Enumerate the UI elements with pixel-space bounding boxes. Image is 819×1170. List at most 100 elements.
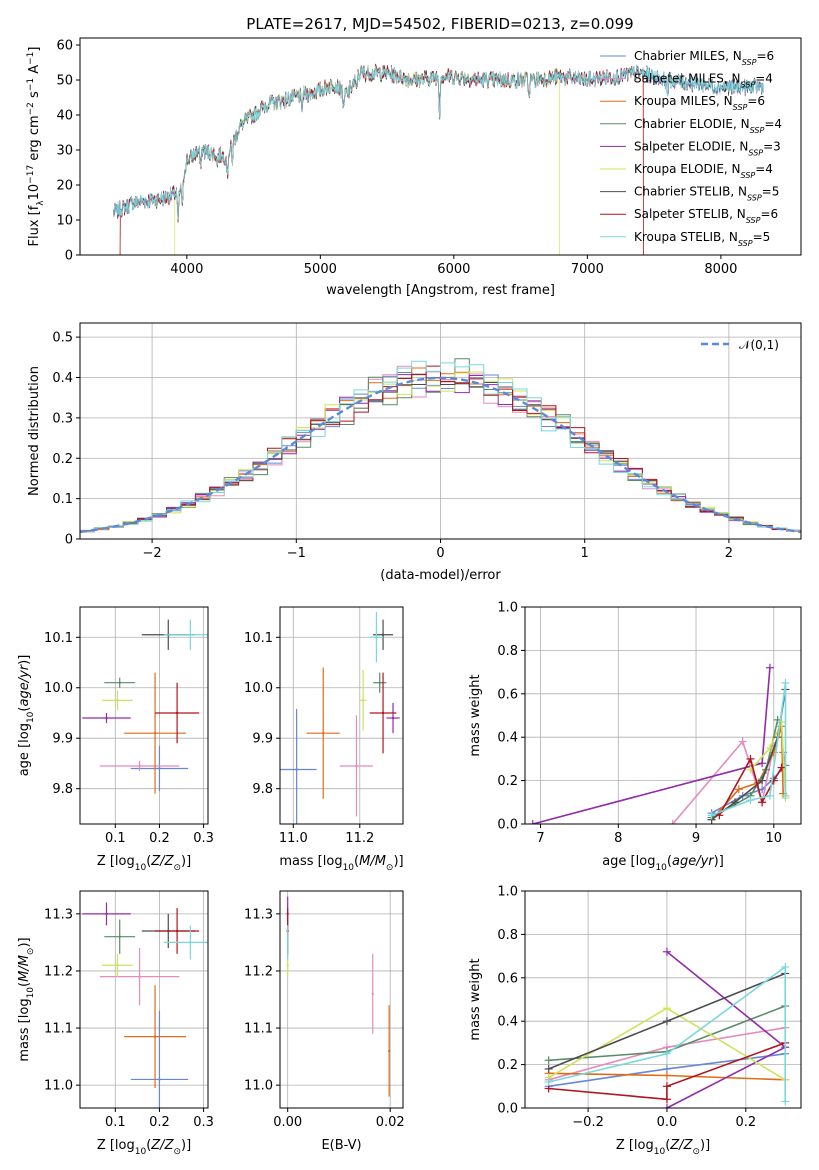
legend-label: Chabrier ELODIE, NSSP=4: [634, 117, 782, 135]
histogram-step: [80, 365, 801, 534]
age_vs_mass-xlabel: mass [log10(M/M⊙)]: [279, 854, 403, 873]
mass-weight-line: [548, 965, 786, 1102]
age_vs_Z-plot-area: [82, 619, 208, 794]
mass_weight_vs_Z-xtick-label: 0.2: [735, 1115, 756, 1130]
residual_hist-xtick-label: −1: [287, 546, 306, 561]
figure-title: PLATE=2617, MJD=54502, FIBERID=0213, z=0…: [246, 15, 633, 33]
legend-label: Kroupa STELIB, NSSP=5: [634, 230, 770, 248]
spectrum-ytick-label: 30: [56, 144, 73, 159]
spectrum-xtick-label: 6000: [437, 262, 470, 277]
age_vs_mass-xtick-label: 11.2: [345, 831, 374, 846]
mass_weight_vs_age-xlabel: age [log10(age/yr)]: [602, 854, 724, 873]
data-point: [295, 768, 298, 771]
mass_vs_Z-ytick-label: 11.3: [44, 907, 73, 922]
mass_weight_vs_age-panel: 7 8 9 10 0.0 0.2 0.4 0.6 0.8 1.0 age [log10(age/yr…: [468, 601, 802, 873]
data-point: [116, 699, 119, 702]
mass_vs_Z-xtick-label: 0.2: [149, 1115, 170, 1130]
residual_hist-panel: −2 −1 0 1 2 0 0.1 0.2 0.3 0.4 0.5 𝒩(0,1) (data-model…: [27, 322, 802, 583]
mass_weight_vs_Z-frame: [524, 890, 802, 1109]
mass_vs_Z-panel: 0.1 0.2 0.3 11.0 11.1 11.2 11.3 Z [log10(Z/Z⊙)]…: [17, 890, 214, 1157]
data-point: [371, 992, 374, 995]
mass_vs_Z-xtick-label: 0.1: [105, 1115, 126, 1130]
spectrum-series-line: [119, 65, 644, 255]
age_vs_mass-xtick-label: 11.0: [279, 831, 308, 846]
spectrum-frame: [79, 37, 802, 256]
mass_vs_EBV-ytick-label: 11.2: [244, 964, 273, 979]
residual_hist-xtick-label: −2: [143, 546, 162, 561]
mass_vs_EBV-ytick-label: 11.0: [244, 1079, 273, 1094]
residual_hist-ytick-label: 0.1: [52, 492, 73, 507]
data-point: [378, 681, 381, 684]
mass-weight-line: [672, 739, 775, 824]
data-point: [105, 912, 108, 916]
data-point: [153, 731, 157, 735]
mass_vs_Z-ytick-label: 11.1: [44, 1022, 73, 1037]
age_vs_Z-ylabel: age [log10(age/yr)]: [17, 655, 36, 777]
legend-label: Salpeter ELODIE, NSSP=3: [634, 139, 781, 157]
mass_weight_vs_age-xtick-label: 8: [614, 831, 622, 846]
mass_vs_EBV-panel: 0.00 0.02 11.0 11.1 11.2 11.3 E(B-V): [244, 890, 405, 1153]
spectrum-series-line: [119, 64, 644, 255]
legend-label: Salpeter STELIB, NSSP=6: [634, 207, 778, 225]
age_vs_Z-xtick-label: 0.1: [105, 831, 126, 846]
spectrum-series-line: [113, 65, 764, 220]
mass_weight_vs_age-plot-area: [528, 663, 790, 824]
spectrum-xtick-label: 5000: [304, 262, 337, 277]
mass_vs_Z-plot-area: [82, 902, 208, 1108]
age_vs_Z-ytick-label: 10.1: [44, 631, 73, 646]
legend-label: Kroupa MILES, NSSP=6: [634, 94, 765, 112]
legend-label: Kroupa ELODIE, NSSP=4: [634, 162, 773, 180]
spectrum-ytick-label: 60: [56, 39, 73, 54]
data-point: [118, 935, 121, 938]
mass_weight_vs_Z-plot-area: [544, 947, 790, 1108]
mass_vs_EBV-plot-area: [286, 896, 391, 1097]
data-point: [153, 1035, 157, 1038]
age_vs_Z-panel: 0.1 0.2 0.3 9.8 9.9 10.0 10.1 Z [log10(Z/Z⊙)] ag…: [17, 606, 214, 873]
data-point: [158, 767, 161, 770]
mass_weight_vs_age-ytick-label: 0.0: [497, 818, 518, 833]
mass_weight_vs_Z-ytick-label: 0.6: [497, 971, 518, 986]
mass_vs_Z-xtick-label: 0.3: [193, 1115, 214, 1130]
data-point: [355, 764, 358, 768]
mass_weight_vs_Z-xtick-label: −0.2: [572, 1115, 604, 1130]
spectrum-xtick-label: 7000: [571, 262, 604, 277]
mass_weight_vs_age-ytick-label: 0.8: [497, 644, 518, 659]
mass_weight_vs_age-ytick-label: 0.6: [497, 687, 518, 702]
residual-xlabel: (data-model)/error: [380, 568, 501, 583]
age_vs_Z-ytick-label: 9.8: [52, 782, 73, 797]
data-point: [189, 633, 192, 636]
age_vs_Z-ytick-label: 9.9: [52, 732, 73, 747]
data-point: [138, 764, 141, 768]
legend-label: Chabrier MILES, NSSP=6: [634, 49, 774, 67]
spectrum-xtick-label: 8000: [704, 262, 737, 277]
data-point: [116, 964, 119, 967]
mass_weight_vs_age-ytick-label: 0.4: [497, 731, 518, 746]
mass_weight_vs_Z-ylabel: mass weight: [468, 958, 483, 1040]
data-point: [138, 975, 141, 978]
residual-ylabel: Normed distribution: [27, 366, 42, 496]
residual_hist-ytick-label: 0.3: [52, 411, 73, 426]
age_vs_mass-plot-area: [280, 612, 400, 824]
residual_hist-xtick-label: 1: [581, 546, 589, 561]
spectrum-xtick-label: 4000: [170, 262, 203, 277]
mass_vs_EBV-xlabel: E(B-V): [321, 1138, 361, 1153]
data-point: [105, 716, 108, 720]
residual_hist-xtick-label: 2: [725, 546, 733, 561]
mass_weight_vs_Z-xlabel: Z [log10(Z/Z⊙)]: [616, 1138, 710, 1157]
residual_hist-ytick-label: 0.2: [52, 452, 73, 467]
data-point: [158, 1078, 161, 1081]
mass_weight_vs_age-xtick-label: 10: [766, 831, 783, 846]
mass_vs_EBV-ytick-label: 11.1: [244, 1022, 273, 1037]
age_vs_mass-ytick-label: 10.0: [244, 681, 273, 696]
mass_vs_EBV-frame: [279, 890, 404, 1109]
mass_weight_vs_Z-ytick-label: 1.0: [497, 885, 518, 900]
spectrum-ytick-label: 20: [56, 179, 73, 194]
mass_vs_Z-xlabel: Z [log10(Z/Z⊙)]: [97, 1138, 191, 1157]
residual_hist-ytick-label: 0: [65, 533, 73, 548]
age_vs_mass-panel: 11.0 11.2 9.8 9.9 10.0 10.1 mass [log10(M/M⊙)]: [244, 606, 404, 873]
spectrum-ytick-label: 40: [56, 109, 73, 124]
age_vs_Z-xtick-label: 0.2: [149, 831, 170, 846]
spectrum-ytick-label: 0: [65, 249, 73, 264]
data-point: [286, 964, 289, 967]
